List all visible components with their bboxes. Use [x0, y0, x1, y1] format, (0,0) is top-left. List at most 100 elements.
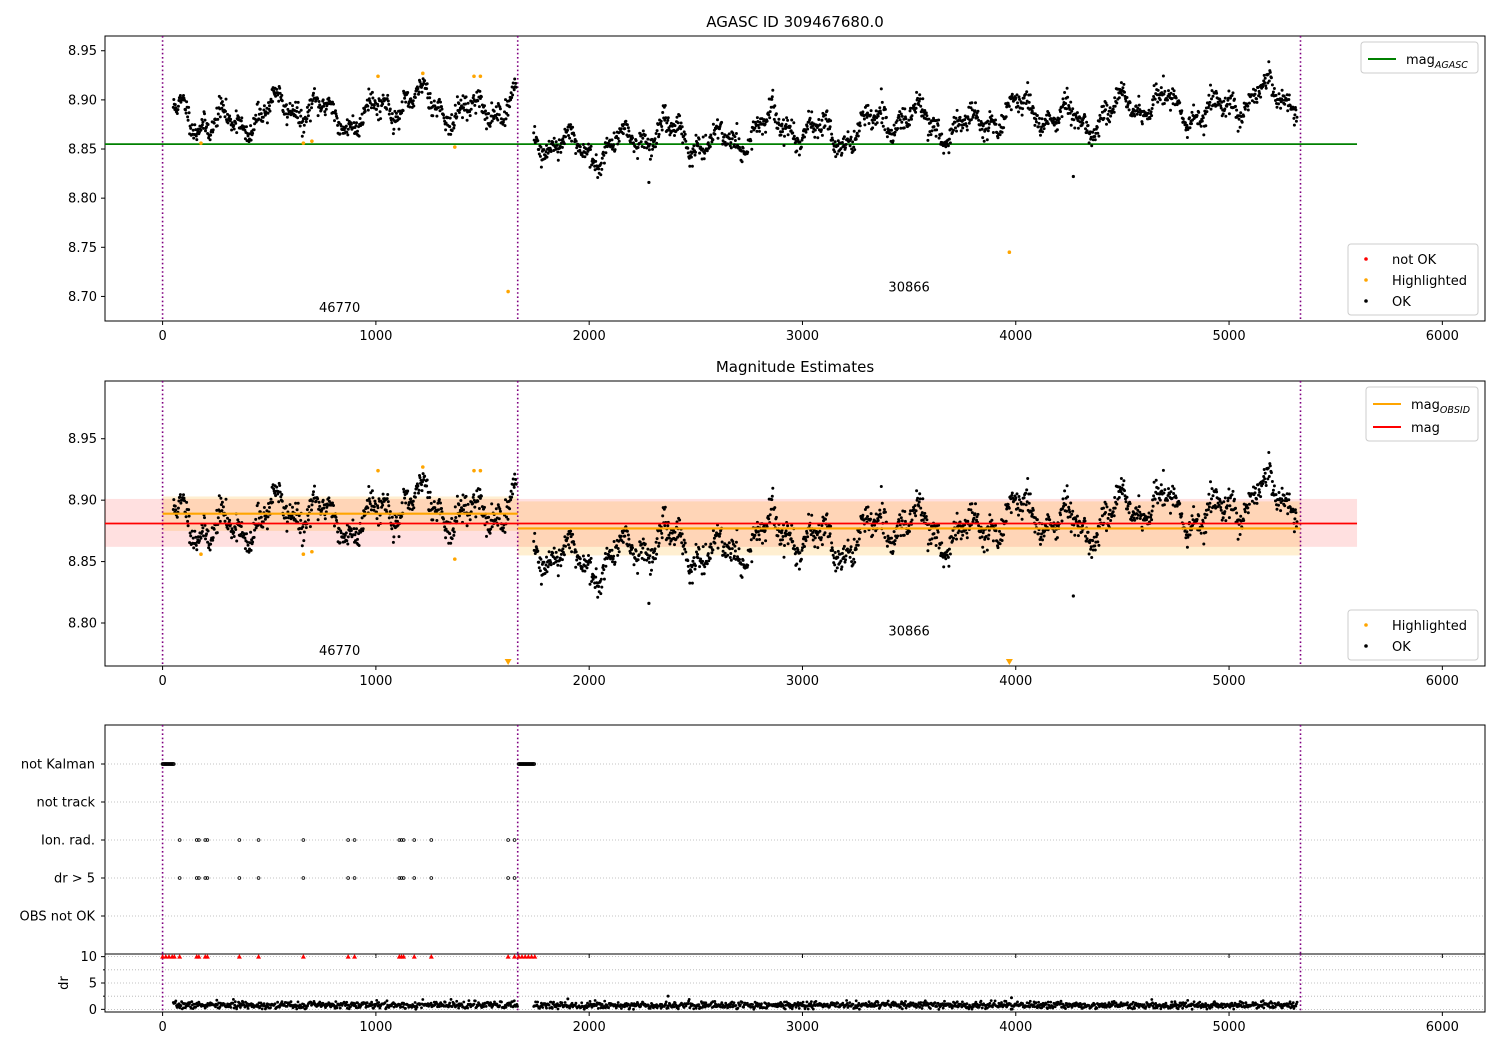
ok-point — [1267, 451, 1271, 454]
ok-point — [936, 530, 940, 534]
ok-point — [949, 535, 953, 539]
ok-point — [987, 528, 991, 532]
ok-point — [738, 145, 741, 149]
ok-point — [572, 540, 576, 544]
ok-point — [866, 515, 869, 518]
ok-point — [883, 107, 887, 111]
ok-point — [852, 557, 856, 561]
ok-point — [261, 119, 265, 123]
ok-point — [811, 531, 815, 534]
ok-point — [508, 507, 512, 511]
ok-point — [965, 124, 969, 128]
ok-point — [307, 505, 311, 509]
ok-point — [1071, 509, 1075, 513]
ok-point — [836, 144, 840, 148]
ok-point — [898, 110, 902, 114]
ok-point — [466, 502, 470, 506]
ok-point — [650, 548, 654, 551]
ok-point — [969, 508, 973, 512]
ok-point — [797, 567, 801, 571]
ok-point — [297, 514, 301, 518]
ok-point — [583, 569, 587, 573]
ok-point — [215, 531, 219, 535]
ok-point — [1174, 496, 1178, 500]
ok-point — [485, 116, 489, 120]
ok-point — [711, 122, 715, 126]
ok-point — [501, 120, 505, 124]
ok-point — [1233, 97, 1236, 101]
ok-point — [420, 90, 424, 94]
ok-point — [1266, 477, 1270, 481]
ok-point — [892, 530, 896, 534]
ok-point — [930, 537, 934, 541]
ok-point — [647, 148, 651, 152]
ok-point — [819, 536, 823, 540]
ok-point — [337, 527, 341, 531]
ok-point — [1293, 113, 1297, 117]
ok-point — [268, 104, 271, 108]
ok-point — [1037, 121, 1041, 125]
ok-point — [344, 531, 348, 535]
ok-point — [1178, 502, 1182, 505]
ok-point — [709, 542, 713, 546]
ok-point — [1169, 91, 1173, 95]
ok-point — [834, 569, 838, 573]
ok-point — [766, 514, 770, 518]
ok-point — [1295, 520, 1299, 524]
ok-point — [667, 536, 671, 540]
ok-point — [1113, 96, 1117, 100]
ok-point — [175, 515, 179, 519]
ok-point — [730, 137, 734, 141]
ok-point — [1017, 110, 1020, 114]
ok-point — [844, 146, 847, 150]
ok-point — [200, 123, 204, 127]
dr-point — [229, 1006, 233, 1009]
x-tick-label: 1000 — [359, 329, 392, 344]
ok-point — [203, 118, 207, 122]
ok-point — [552, 136, 556, 140]
ok-point — [948, 552, 952, 556]
ok-point — [366, 108, 370, 112]
ok-point — [254, 113, 258, 117]
ok-point — [749, 549, 753, 553]
ok-point — [464, 494, 468, 498]
ok-point — [580, 565, 584, 569]
ok-point — [667, 128, 671, 132]
ok-point — [1255, 501, 1259, 505]
ok-point — [1081, 524, 1084, 528]
ok-point — [1061, 507, 1064, 511]
ok-point — [639, 550, 643, 554]
ok-point — [632, 150, 636, 154]
ok-point — [835, 152, 839, 156]
ok-point — [574, 550, 578, 554]
ok-point — [334, 109, 337, 113]
ok-point — [749, 139, 753, 143]
ok-point — [1168, 492, 1171, 496]
ok-point — [1070, 512, 1074, 516]
ok-points — [171, 451, 1299, 605]
ok-point — [471, 495, 475, 499]
ok-point — [634, 139, 638, 143]
ok-point — [830, 541, 834, 545]
x-tick-label: 1000 — [359, 674, 392, 689]
ok-point — [849, 548, 853, 552]
ok-point — [998, 542, 1002, 546]
ok-point — [249, 124, 253, 128]
ok-point — [899, 126, 903, 130]
dr-point — [289, 1000, 293, 1004]
ok-point — [285, 115, 289, 119]
legend-point-swatch — [1364, 278, 1368, 282]
ok-point — [193, 123, 197, 127]
ok-point — [501, 529, 505, 533]
ok-point — [1137, 494, 1141, 498]
ok-point — [767, 113, 771, 117]
ok-point — [874, 109, 878, 113]
ok-point — [557, 138, 561, 142]
ok-point — [637, 553, 641, 557]
ok-point — [429, 501, 433, 505]
ok-point — [1083, 519, 1087, 523]
ok-point — [1007, 104, 1011, 108]
ok-point — [1180, 109, 1184, 113]
ok-point — [363, 109, 367, 113]
ok-point — [1185, 545, 1189, 549]
